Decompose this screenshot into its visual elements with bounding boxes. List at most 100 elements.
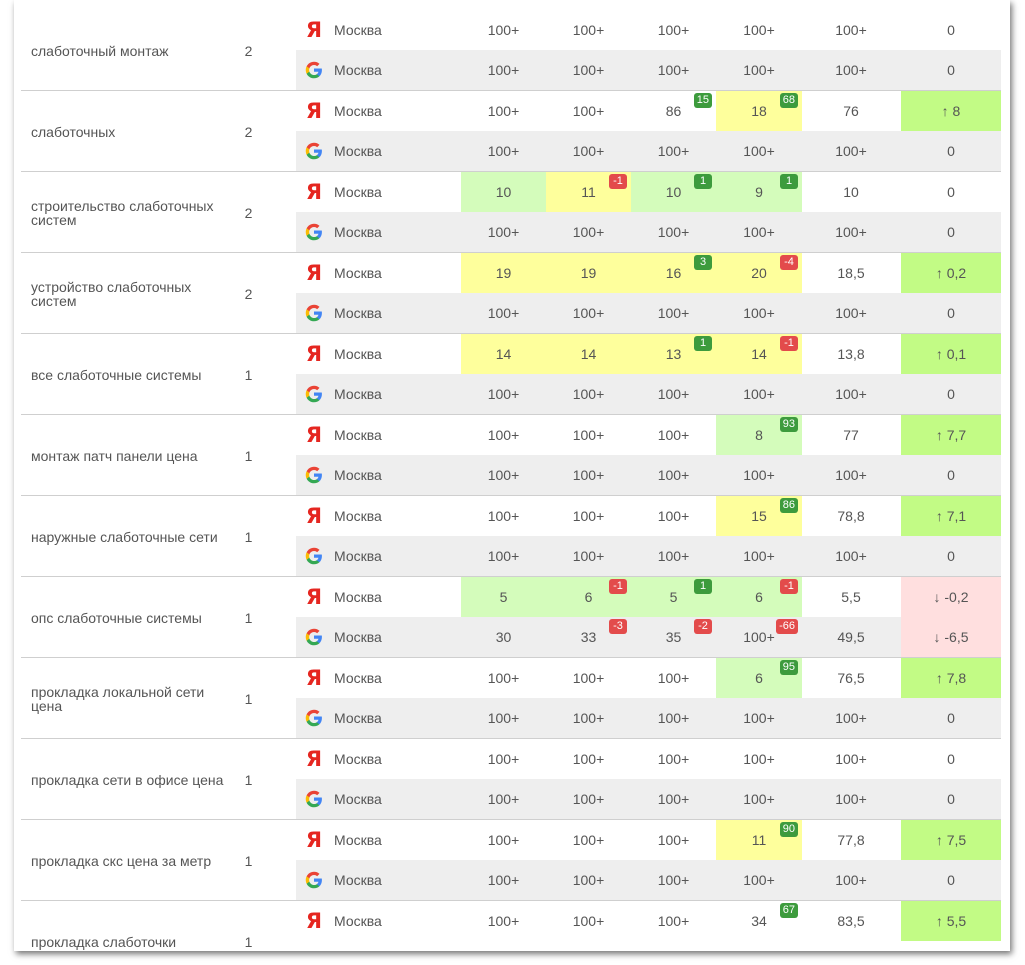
google-row: Москва 100+ 100+ 100+ 100+ 100+ 0 [296, 536, 1001, 576]
position-change-badge: 1 [694, 336, 712, 351]
position-value: 100+ [487, 305, 520, 321]
position-cell: 100+ [631, 212, 716, 252]
position-value: 100+ [572, 872, 605, 888]
region-label: Москва [334, 224, 382, 240]
region-label: Москва [334, 427, 382, 443]
position-cell: 86 15 [631, 91, 716, 131]
keyword-group: прокладка слаботочки 1 Я Москва 100+ 100+ 100+… [21, 901, 1001, 951]
yandex-logo-icon: Я [305, 504, 323, 528]
average-position: 100+ [835, 224, 867, 240]
position-cell: 30 [461, 617, 546, 657]
position-cell: 20 -4 [716, 253, 802, 293]
position-value: 100+ [743, 548, 775, 564]
position-delta: 0 [947, 791, 955, 807]
position-value: 100+ [487, 791, 520, 807]
position-delta: ↑ 7,7 [901, 415, 1001, 455]
position-cell: 14 -1 [716, 334, 802, 374]
keyword-frequency: 1 [244, 690, 253, 707]
position-cell: 100+ [546, 820, 631, 860]
google-logo-icon [304, 465, 324, 485]
position-cell: 100+ [546, 10, 631, 50]
position-value: 9 [755, 184, 763, 200]
position-value: 100+ [572, 305, 605, 321]
keyword-label: устройство слаботочных систем [31, 278, 192, 309]
position-change-badge: -2 [694, 619, 712, 634]
yandex-row: Я Москва 100+ 100+ 100+ 11 90 77,8 ↑ 7,5 [296, 820, 1001, 860]
position-value: 100+ [743, 872, 775, 888]
region-label: Москва [334, 305, 382, 321]
positions-table: слаботочный монтаж 2 Я Москва 100+ 100+ 100+ 10… [21, 10, 1001, 951]
yandex-row: Я Москва 100+ 100+ 86 15 18 68 76 ↑ 8 [296, 91, 1001, 131]
position-delta: 0 [947, 710, 955, 726]
position-value: 100+ [572, 710, 605, 726]
position-cell: 100+ [716, 131, 802, 171]
position-change-badge: 1 [694, 579, 712, 594]
position-value: 20 [751, 265, 767, 281]
position-cell: 100+ [631, 739, 716, 779]
position-value: 100+ [487, 386, 520, 402]
position-cell: 14 [546, 334, 631, 374]
position-cell: 100+ [461, 860, 546, 900]
keyword-group: слаботочный монтаж 2 Я Москва 100+ 100+ 100+ 10… [21, 10, 1001, 91]
yandex-logo-icon: Я [305, 909, 323, 933]
position-change-badge: -4 [780, 255, 798, 270]
keyword-frequency: 2 [244, 42, 253, 59]
position-value: 100+ [487, 751, 520, 767]
position-change-badge: 3 [694, 255, 712, 270]
position-delta: 0 [947, 467, 955, 483]
position-cell: 100+ [631, 860, 716, 900]
keyword-group: строительство слаботочных систем 2 Я Москва… [21, 172, 1001, 253]
position-value: 33 [580, 629, 597, 645]
keyword-group: монтаж патч панели цена 1 Я Москва 100+ 100+ 1… [21, 415, 1001, 496]
position-cell: 19 [546, 253, 631, 293]
keyword-frequency: 1 [244, 528, 253, 545]
keyword-frequency: 1 [244, 366, 253, 383]
region-label: Москва [334, 265, 382, 281]
position-value: 100+ [657, 913, 690, 929]
position-delta: ↑ 0,1 [901, 334, 1001, 374]
position-cell: 100+ [631, 10, 716, 50]
yandex-row: Я Москва 100+ 100+ 100+ 100+ 100+ 0 [296, 739, 1001, 779]
position-cell: 100+ [546, 50, 631, 90]
position-value: 100+ [657, 548, 690, 564]
google-row: Москва 100+ 100+ 100+ 100+ 100+ 0 [296, 293, 1001, 333]
position-delta: ↑ 0,2 [901, 253, 1001, 293]
position-value: 100+ [743, 305, 775, 321]
region-label: Москва [334, 670, 382, 686]
position-value: 34 [751, 913, 767, 929]
position-value: 6 [755, 589, 763, 605]
position-value: 35 [665, 629, 682, 645]
position-cell: 6 95 [716, 658, 802, 698]
keyword-frequency: 1 [244, 852, 253, 869]
position-value: 16 [665, 265, 682, 281]
yandex-row: Я Москва 100+ 100+ 100+ 6 95 76,5 ↑ 7,8 [296, 658, 1001, 698]
position-value: 100+ [487, 143, 520, 159]
position-delta: 0 [947, 184, 955, 200]
average-position: 100+ [835, 548, 867, 564]
position-cell: 100+ [546, 293, 631, 333]
position-value: 5 [669, 589, 678, 605]
positions-table-frame: слаботочный монтаж 2 Я Москва 100+ 100+ 100+ 10… [14, 0, 1010, 951]
average-position: 76,5 [837, 670, 865, 686]
average-position: 100+ [835, 386, 867, 402]
region-label: Москва [334, 508, 382, 524]
yandex-row: Я Москва 100+ 100+ 100+ 8 93 77 ↑ 7,7 [296, 415, 1001, 455]
keyword-label: опс слаботочные системы [31, 609, 202, 626]
region-label: Москва [334, 872, 382, 888]
region-label: Москва [334, 913, 382, 929]
position-value: 100+ [487, 103, 520, 119]
position-delta: 0 [947, 305, 955, 321]
position-change-badge: 95 [779, 660, 798, 675]
position-value: 100+ [743, 467, 775, 483]
average-position: 49,5 [837, 629, 865, 645]
position-cell: 100+ [461, 293, 546, 333]
average-position: 100+ [835, 751, 867, 767]
position-cell: 15 86 [716, 496, 802, 536]
yandex-logo-icon: Я [305, 585, 323, 609]
google-row: Москва 100+ 100+ 100+ 100+ 100+ 0 [296, 860, 1001, 900]
position-cell: 100+ [461, 739, 546, 779]
position-change-badge: -3 [609, 619, 627, 634]
position-delta: ↓ -6,5 [901, 617, 1001, 657]
